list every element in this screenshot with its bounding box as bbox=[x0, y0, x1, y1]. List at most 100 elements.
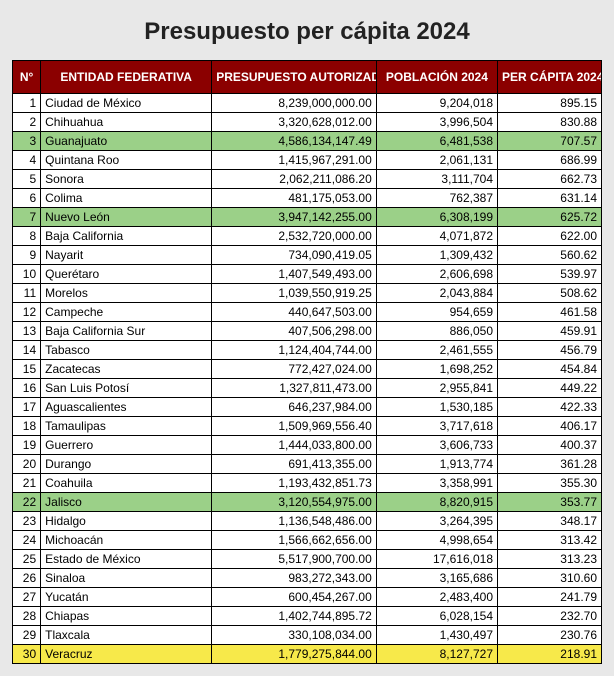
row-population: 2,461,555 bbox=[376, 341, 497, 360]
row-number: 4 bbox=[13, 151, 41, 170]
row-entity: Tabasco bbox=[41, 341, 212, 360]
row-entity: Tamaulipas bbox=[41, 417, 212, 436]
row-budget: 1,039,550,919.25 bbox=[212, 284, 377, 303]
row-number: 7 bbox=[13, 208, 41, 227]
row-entity: Jalisco bbox=[41, 493, 212, 512]
row-population: 2,061,131 bbox=[376, 151, 497, 170]
row-entity: Chihuahua bbox=[41, 113, 212, 132]
row-number: 2 bbox=[13, 113, 41, 132]
row-population: 2,955,841 bbox=[376, 379, 497, 398]
table-row: 26Sinaloa983,272,343.003,165,686310.60 bbox=[13, 569, 602, 588]
row-entity: Tlaxcala bbox=[41, 626, 212, 645]
row-number: 6 bbox=[13, 189, 41, 208]
col-entity: ENTIDAD FEDERATIVA bbox=[41, 61, 212, 94]
table-row: 10Querétaro1,407,549,493.002,606,698539.… bbox=[13, 265, 602, 284]
row-population: 3,264,395 bbox=[376, 512, 497, 531]
row-entity: Sonora bbox=[41, 170, 212, 189]
row-budget: 646,237,984.00 bbox=[212, 398, 377, 417]
row-population: 2,606,698 bbox=[376, 265, 497, 284]
row-percapita: 686.99 bbox=[498, 151, 602, 170]
row-population: 1,530,185 bbox=[376, 398, 497, 417]
row-budget: 4,586,134,147.49 bbox=[212, 132, 377, 151]
row-number: 22 bbox=[13, 493, 41, 512]
row-budget: 1,136,548,486.00 bbox=[212, 512, 377, 531]
row-number: 29 bbox=[13, 626, 41, 645]
row-population: 1,698,252 bbox=[376, 360, 497, 379]
row-population: 3,358,991 bbox=[376, 474, 497, 493]
row-entity: Durango bbox=[41, 455, 212, 474]
row-percapita: 560.62 bbox=[498, 246, 602, 265]
row-entity: Hidalgo bbox=[41, 512, 212, 531]
row-entity: Zacatecas bbox=[41, 360, 212, 379]
row-number: 19 bbox=[13, 436, 41, 455]
row-number: 8 bbox=[13, 227, 41, 246]
row-percapita: 539.97 bbox=[498, 265, 602, 284]
row-budget: 1,327,811,473.00 bbox=[212, 379, 377, 398]
row-population: 6,481,538 bbox=[376, 132, 497, 151]
row-entity: Coahuila bbox=[41, 474, 212, 493]
row-percapita: 895.15 bbox=[498, 94, 602, 113]
row-percapita: 355.30 bbox=[498, 474, 602, 493]
row-budget: 1,509,969,556.40 bbox=[212, 417, 377, 436]
row-percapita: 707.57 bbox=[498, 132, 602, 151]
table-row: 9Nayarit734,090,419.051,309,432560.62 bbox=[13, 246, 602, 265]
row-number: 13 bbox=[13, 322, 41, 341]
row-entity: Yucatán bbox=[41, 588, 212, 607]
row-entity: Ciudad de México bbox=[41, 94, 212, 113]
row-budget: 1,407,549,493.00 bbox=[212, 265, 377, 284]
row-percapita: 232.70 bbox=[498, 607, 602, 626]
row-population: 1,913,774 bbox=[376, 455, 497, 474]
row-number: 17 bbox=[13, 398, 41, 417]
row-budget: 1,779,275,844.00 bbox=[212, 645, 377, 664]
row-entity: Veracruz bbox=[41, 645, 212, 664]
table-row: 11Morelos1,039,550,919.252,043,884508.62 bbox=[13, 284, 602, 303]
row-population: 1,430,497 bbox=[376, 626, 497, 645]
table-row: 18Tamaulipas1,509,969,556.403,717,618406… bbox=[13, 417, 602, 436]
row-population: 3,606,733 bbox=[376, 436, 497, 455]
row-budget: 600,454,267.00 bbox=[212, 588, 377, 607]
row-budget: 1,566,662,656.00 bbox=[212, 531, 377, 550]
row-percapita: 662.73 bbox=[498, 170, 602, 189]
table-row: 1Ciudad de México8,239,000,000.009,204,0… bbox=[13, 94, 602, 113]
row-number: 25 bbox=[13, 550, 41, 569]
row-percapita: 454.84 bbox=[498, 360, 602, 379]
table-row: 28Chiapas1,402,744,895.726,028,154232.70 bbox=[13, 607, 602, 626]
table-row: 19Guerrero1,444,033,800.003,606,733400.3… bbox=[13, 436, 602, 455]
row-percapita: 625.72 bbox=[498, 208, 602, 227]
col-population: POBLACIÓN 2024 bbox=[376, 61, 497, 94]
row-budget: 1,415,967,291.00 bbox=[212, 151, 377, 170]
table-row: 16San Luis Potosí1,327,811,473.002,955,8… bbox=[13, 379, 602, 398]
row-entity: Guerrero bbox=[41, 436, 212, 455]
row-entity: Baja California Sur bbox=[41, 322, 212, 341]
row-population: 3,717,618 bbox=[376, 417, 497, 436]
row-budget: 481,175,053.00 bbox=[212, 189, 377, 208]
col-number: N° bbox=[13, 61, 41, 94]
row-percapita: 459.91 bbox=[498, 322, 602, 341]
row-number: 26 bbox=[13, 569, 41, 588]
table-row: 6Colima481,175,053.00762,387631.14 bbox=[13, 189, 602, 208]
row-budget: 3,320,628,012.00 bbox=[212, 113, 377, 132]
row-budget: 734,090,419.05 bbox=[212, 246, 377, 265]
row-number: 20 bbox=[13, 455, 41, 474]
row-entity: Chiapas bbox=[41, 607, 212, 626]
table-row: 7Nuevo León3,947,142,255.006,308,199625.… bbox=[13, 208, 602, 227]
table-row: 20Durango691,413,355.001,913,774361.28 bbox=[13, 455, 602, 474]
row-percapita: 348.17 bbox=[498, 512, 602, 531]
row-number: 21 bbox=[13, 474, 41, 493]
col-percapita: PER CÁPITA 2024 bbox=[498, 61, 602, 94]
row-population: 3,996,504 bbox=[376, 113, 497, 132]
row-number: 14 bbox=[13, 341, 41, 360]
row-entity: Nuevo León bbox=[41, 208, 212, 227]
page-title: Presupuesto per cápita 2024 bbox=[12, 18, 602, 46]
row-number: 1 bbox=[13, 94, 41, 113]
table-row: 8Baja California2,532,720,000.004,071,87… bbox=[13, 227, 602, 246]
row-number: 16 bbox=[13, 379, 41, 398]
row-number: 30 bbox=[13, 645, 41, 664]
row-number: 9 bbox=[13, 246, 41, 265]
row-number: 15 bbox=[13, 360, 41, 379]
table-row: 17Aguascalientes646,237,984.001,530,1854… bbox=[13, 398, 602, 417]
table-row: 14Tabasco1,124,404,744.002,461,555456.79 bbox=[13, 341, 602, 360]
row-budget: 1,444,033,800.00 bbox=[212, 436, 377, 455]
table-row: 23Hidalgo1,136,548,486.003,264,395348.17 bbox=[13, 512, 602, 531]
table-row: 30Veracruz1,779,275,844.008,127,727218.9… bbox=[13, 645, 602, 664]
